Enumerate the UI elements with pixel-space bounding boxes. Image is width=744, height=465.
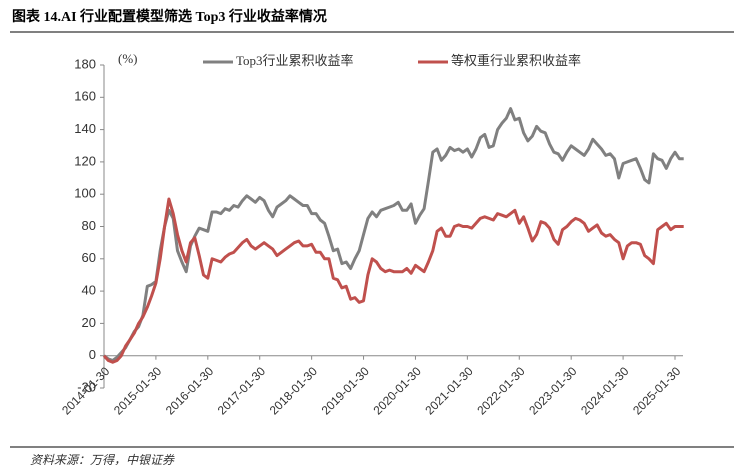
x-tick-label: 2020-01-30 [371,364,425,418]
x-tick-label: 2024-01-30 [578,364,632,418]
x-tick-label: 2025-01-30 [630,364,684,418]
y-tick-label: 40 [82,283,96,298]
y-tick-label: 60 [82,250,96,265]
y-tick-label: 180 [74,56,96,71]
y-tick-label: 80 [82,218,96,233]
y-tick-label: -20 [77,379,96,394]
x-tick-label: 2023-01-30 [526,364,580,418]
legend-label: 等权重行业累积收益率 [451,53,581,68]
y-tick-label: 0 [89,347,96,362]
chart-title: 图表 14.AI 行业配置模型筛选 Top3 行业收益率情况 [12,8,327,25]
y-tick-label: 160 [74,89,96,104]
x-tick-label: 2019-01-30 [319,364,373,418]
x-tick-label: 2017-01-30 [215,364,269,418]
series-line [102,197,684,364]
y-tick-label: 100 [74,186,96,201]
x-tick-label: 2015-01-30 [111,364,165,418]
series-line [103,107,684,362]
x-tick-label: 2022-01-30 [474,364,528,418]
x-tick-label: 2021-01-30 [422,364,476,418]
x-tick-label: 2016-01-30 [163,364,217,418]
x-tick-label: 2014-01-30 [59,364,113,418]
source: 资料来源：万得，中银证券 [30,453,175,465]
y-unit: (%) [118,51,138,66]
y-tick-label: 140 [74,121,96,136]
y-tick-label: 20 [82,315,96,330]
x-tick-label: 2018-01-30 [267,364,321,418]
legend-label: Top3行业累积收益率 [236,53,354,68]
y-tick-label: 120 [74,153,96,168]
